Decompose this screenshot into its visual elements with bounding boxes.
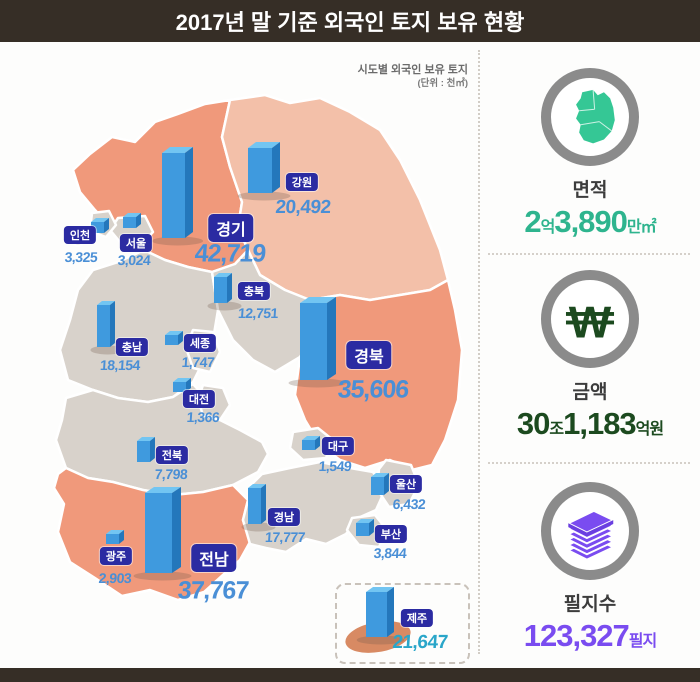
stat-separator <box>488 253 690 255</box>
stat-area: 면적 2억3,890만㎡ <box>480 68 700 240</box>
bar-gwangju <box>106 530 124 544</box>
region-value-jeju: 21,647 <box>391 632 449 653</box>
stat-amount-value: 30조1,183억원 <box>480 406 700 442</box>
region-label-gyeongnam: 경남 <box>267 508 301 526</box>
region-label-busan: 부산 <box>374 525 408 543</box>
map-subtitle-text: 시도별 외국인 보유 토지 <box>357 64 468 76</box>
jeju-inset-box <box>335 583 470 664</box>
region-label-gangwon: 강원 <box>285 173 319 191</box>
amount-value-unit: 억원 <box>635 421 664 438</box>
bar-seoul <box>123 213 141 228</box>
bar-daegu <box>302 436 320 450</box>
region-shape-gyeongnam <box>241 460 387 554</box>
korea-map-area: 인천 3,325 서울 3,024 경기 42,719 강원 20,492 충북 12,751 충남… <box>0 42 480 668</box>
region-value-daegu: 1,549 <box>318 458 352 474</box>
region-label-daejeon: 대전 <box>182 390 216 408</box>
stat-separator <box>488 462 690 464</box>
area-map-icon <box>541 68 639 166</box>
stat-parcels: 필지수 123,327필지 <box>480 482 700 654</box>
amount-value-num: 30 <box>516 406 550 441</box>
region-value-gyeongbuk: 35,606 <box>336 375 410 404</box>
area-value-num: 2 <box>524 204 541 239</box>
region-shape-chungbuk <box>210 248 320 374</box>
region-label-chungnam: 충남 <box>115 338 149 356</box>
bar-sejong <box>165 331 183 345</box>
parcels-value-unit: 필지 <box>628 633 657 650</box>
bottom-bar <box>0 668 700 682</box>
bar-jeonbuk <box>137 437 155 462</box>
stat-amount: W 금액 30조1,183억원 <box>480 270 700 442</box>
area-value-unit: 억 <box>540 219 556 236</box>
amount-value-unit: 조 <box>549 421 564 438</box>
region-label-seoul: 서울 <box>119 234 153 252</box>
region-label-chungbuk: 충북 <box>237 282 271 300</box>
region-label-jeonbuk: 전북 <box>155 446 189 464</box>
stat-area-label: 면적 <box>572 180 608 201</box>
region-value-daejeon: 1,366 <box>186 409 220 425</box>
bar-gyeongnam <box>241 484 276 532</box>
page-title: 2017년 말 기준 외국인 토지 보유 현황 <box>0 0 700 42</box>
area-value-unit: 만㎡ <box>626 219 657 236</box>
region-value-ulsan: 6,432 <box>392 496 426 512</box>
region-label-sejong: 세종 <box>183 334 217 352</box>
bar-jeonnam <box>133 487 192 581</box>
region-label-jeju: 제주 <box>400 609 434 627</box>
bar-gyeongbuk <box>288 297 347 388</box>
region-label-daegu: 대구 <box>321 437 355 455</box>
region-value-gyeongnam: 17,777 <box>264 529 306 545</box>
region-label-gwangju: 광주 <box>99 547 133 565</box>
region-label-gyeongbuk: 경북 <box>346 341 392 369</box>
stat-amount-label: 금액 <box>572 382 608 403</box>
stat-parcels-label: 필지수 <box>563 594 617 615</box>
bars-overlay-svg <box>90 142 405 645</box>
region-value-incheon: 3,325 <box>64 249 98 265</box>
bar-chungbuk <box>207 273 242 311</box>
region-label-jeonnam: 전남 <box>191 544 237 572</box>
region-value-sejong: 1,747 <box>181 354 215 370</box>
vertical-divider <box>478 50 480 654</box>
won-icon: W <box>541 270 639 368</box>
map-subtitle: 시도별 외국인 보유 토지 (단위 : 천㎡) <box>300 64 468 90</box>
stats-sidebar: 면적 2억3,890만㎡ W 금액 30조1,183억원 <box>480 42 700 668</box>
stat-parcels-value: 123,327필지 <box>480 618 700 654</box>
bar-busan <box>356 519 374 536</box>
region-label-ulsan: 울산 <box>389 475 423 493</box>
stat-area-value: 2억3,890만㎡ <box>480 204 700 240</box>
region-value-gwangju: 2,903 <box>98 570 132 586</box>
area-value-num: 3,890 <box>554 204 628 239</box>
region-label-incheon: 인천 <box>63 226 97 244</box>
region-value-jeonbuk: 7,798 <box>154 466 188 482</box>
region-value-chungnam: 18,154 <box>99 357 141 373</box>
bar-gangwon <box>237 142 291 201</box>
parcels-value-num: 123,327 <box>523 618 630 653</box>
bar-daejeon <box>173 378 191 392</box>
region-value-busan: 3,844 <box>373 545 407 561</box>
bar-jeju <box>356 587 405 645</box>
bar-gyeonggi <box>151 147 204 246</box>
layers-icon <box>541 482 639 580</box>
bar-ulsan <box>371 473 389 495</box>
region-value-seoul: 3,024 <box>117 252 151 268</box>
region-value-jeonnam: 37,767 <box>176 576 250 605</box>
amount-value-num: 1,183 <box>563 406 637 441</box>
region-label-gyeonggi: 경기 <box>208 214 254 242</box>
region-shape-gyeongbuk <box>293 278 464 472</box>
map-unit-text: (단위 : 천㎡) <box>417 77 469 89</box>
region-value-gyeonggi: 42,719 <box>193 239 267 268</box>
region-value-chungbuk: 12,751 <box>237 305 279 321</box>
region-value-gangwon: 20,492 <box>274 197 332 218</box>
